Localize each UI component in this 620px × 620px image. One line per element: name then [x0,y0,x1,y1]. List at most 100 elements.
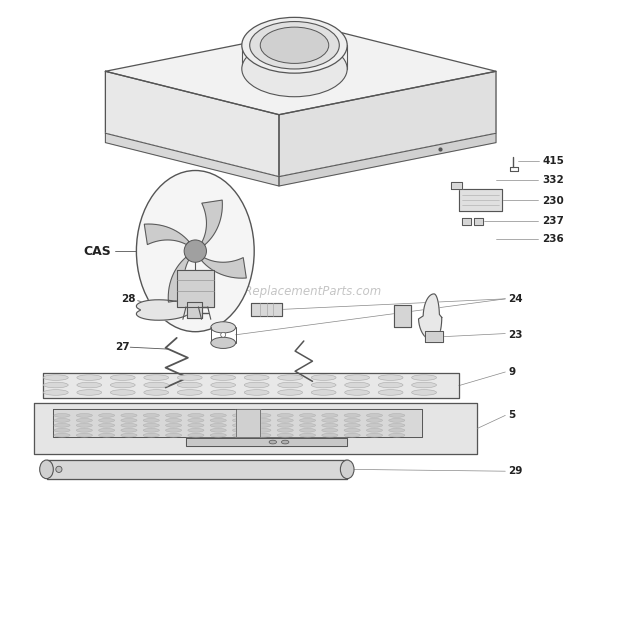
Ellipse shape [77,390,102,396]
Polygon shape [46,460,347,479]
Ellipse shape [299,418,316,422]
Polygon shape [177,270,214,307]
Ellipse shape [221,332,226,337]
Ellipse shape [121,414,137,417]
Polygon shape [53,409,422,437]
Ellipse shape [188,428,204,432]
Ellipse shape [244,374,269,380]
Ellipse shape [43,382,68,388]
Ellipse shape [299,423,316,427]
Ellipse shape [412,390,436,396]
Ellipse shape [210,423,226,427]
Ellipse shape [166,418,182,422]
Ellipse shape [143,418,159,422]
Ellipse shape [378,374,403,380]
Ellipse shape [177,390,202,396]
Ellipse shape [210,433,226,437]
Ellipse shape [255,428,271,432]
Ellipse shape [366,428,383,432]
Polygon shape [459,189,502,211]
Ellipse shape [232,433,249,437]
Ellipse shape [269,440,277,444]
Text: 24: 24 [508,294,523,304]
Polygon shape [425,331,443,342]
Ellipse shape [136,170,254,332]
Polygon shape [105,28,496,115]
Ellipse shape [378,390,403,396]
Ellipse shape [54,433,70,437]
Ellipse shape [144,382,169,388]
Ellipse shape [211,337,236,348]
Ellipse shape [76,428,92,432]
Polygon shape [168,257,188,302]
Text: 28: 28 [121,294,135,304]
Ellipse shape [54,418,70,422]
Ellipse shape [366,418,383,422]
Ellipse shape [121,418,137,422]
Polygon shape [202,200,223,245]
Polygon shape [474,218,483,225]
Ellipse shape [322,428,338,432]
Ellipse shape [143,423,159,427]
Ellipse shape [76,423,92,427]
Ellipse shape [311,382,336,388]
Ellipse shape [144,374,169,380]
Ellipse shape [99,423,115,427]
Ellipse shape [278,382,303,388]
Ellipse shape [255,433,271,437]
Text: 27: 27 [115,342,130,352]
Ellipse shape [211,374,236,380]
Text: eReplacementParts.com: eReplacementParts.com [238,285,382,298]
Polygon shape [279,71,496,177]
Polygon shape [462,218,471,225]
Text: 332: 332 [542,175,564,185]
Text: 236: 236 [542,234,564,244]
Ellipse shape [366,423,383,427]
Ellipse shape [278,390,303,396]
Ellipse shape [242,17,347,73]
Polygon shape [418,294,441,341]
Ellipse shape [121,433,137,437]
Polygon shape [251,303,282,316]
Ellipse shape [121,423,137,427]
Ellipse shape [242,41,347,97]
Ellipse shape [188,414,204,417]
Ellipse shape [77,382,102,388]
Polygon shape [236,409,260,437]
Ellipse shape [311,390,336,396]
Ellipse shape [210,418,226,422]
Text: 230: 230 [542,197,564,206]
Ellipse shape [344,428,360,432]
Ellipse shape [184,240,206,262]
Ellipse shape [166,428,182,432]
Ellipse shape [277,414,293,417]
Ellipse shape [389,414,405,417]
Ellipse shape [232,418,249,422]
Ellipse shape [143,414,159,417]
Ellipse shape [389,423,405,427]
Ellipse shape [110,382,135,388]
Ellipse shape [77,374,102,380]
Ellipse shape [211,322,236,333]
Polygon shape [451,182,462,189]
Ellipse shape [412,382,436,388]
Ellipse shape [255,418,271,422]
Ellipse shape [311,374,336,380]
Ellipse shape [250,22,339,69]
Ellipse shape [278,374,303,380]
Ellipse shape [322,423,338,427]
Ellipse shape [344,414,360,417]
Ellipse shape [54,423,70,427]
Polygon shape [105,133,279,186]
Ellipse shape [76,433,92,437]
Polygon shape [34,403,477,454]
Ellipse shape [210,414,226,417]
Text: 5: 5 [508,410,516,420]
Ellipse shape [244,382,269,388]
Ellipse shape [188,433,204,437]
Ellipse shape [99,433,115,437]
Ellipse shape [389,428,405,432]
Ellipse shape [143,433,159,437]
Ellipse shape [322,418,338,422]
Ellipse shape [277,428,293,432]
